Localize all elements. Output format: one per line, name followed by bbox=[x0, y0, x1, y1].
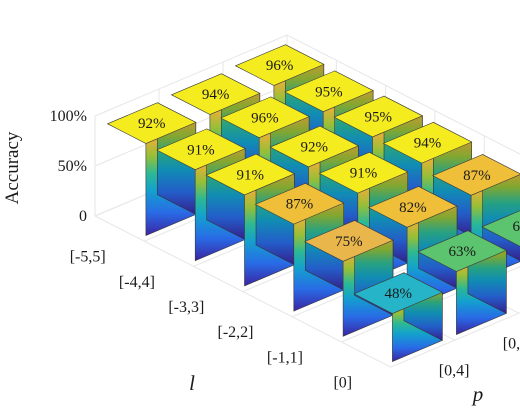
l-tick-label: [-3,3] bbox=[168, 299, 204, 316]
bar-top-face bbox=[205, 153, 296, 196]
bar-top-face bbox=[254, 182, 345, 225]
bar-value-label: 91% bbox=[350, 166, 378, 182]
p-axis-label: p bbox=[471, 382, 484, 406]
bar-top-face bbox=[303, 220, 394, 262]
bars: 96% 94% 95% 92% 96% 95% 91% 92% 94% 91% 91% 87% 87% 8… bbox=[106, 44, 520, 362]
l-tick-label: [-2,2] bbox=[218, 324, 254, 341]
bar-value-label: 82% bbox=[399, 200, 427, 216]
bar-top-face bbox=[333, 95, 424, 138]
bar-value-label: 63% bbox=[448, 244, 476, 260]
bar-value-label: 92% bbox=[138, 116, 166, 132]
l-tick-label: [0] bbox=[333, 375, 352, 392]
z-tick-label: 50% bbox=[58, 158, 87, 175]
bar-top-face bbox=[170, 73, 261, 115]
p-tick-label: [0,7] bbox=[503, 336, 520, 353]
bar-value-label: 75% bbox=[335, 234, 363, 250]
bar-4-1: 87% bbox=[254, 182, 345, 312]
bar-top-face bbox=[318, 151, 409, 194]
floor-grid-line bbox=[94, 215, 392, 368]
bar-value-label: 96% bbox=[251, 110, 279, 126]
bar-value-label: 61% bbox=[512, 219, 520, 235]
bar-value-label: 91% bbox=[187, 142, 215, 158]
bar-1-1: 92% bbox=[106, 102, 197, 236]
floor-grid-line bbox=[390, 312, 520, 368]
bar-top-face bbox=[234, 44, 325, 86]
bar-value-label: 87% bbox=[286, 197, 314, 213]
bar-top-face bbox=[220, 96, 310, 139]
l-axis-label: l bbox=[189, 371, 195, 395]
bar-top-face bbox=[269, 125, 360, 168]
bar-top-face bbox=[417, 230, 508, 272]
bar-top-face bbox=[367, 186, 458, 228]
axes: 0 50% 100% Accuracy [-5,5] [-4,4] [-3,3] [-2,2]… bbox=[2, 108, 520, 406]
bar-6-1: 48% bbox=[353, 272, 444, 362]
l-tick-label: [-4,4] bbox=[119, 274, 155, 291]
bar-top-face bbox=[284, 70, 374, 113]
bar-value-label: 91% bbox=[236, 168, 264, 184]
bar-top-face bbox=[353, 272, 444, 314]
bar-value-label: 95% bbox=[315, 84, 343, 100]
bar-top-face bbox=[106, 102, 197, 144]
bar-value-label: 92% bbox=[300, 140, 328, 156]
z-tick-label: 100% bbox=[50, 108, 87, 125]
l-tick-label: [-5,5] bbox=[70, 249, 106, 266]
bar-top-face bbox=[382, 121, 473, 164]
bar-6-2: 63% bbox=[417, 230, 508, 335]
bar-top-face bbox=[156, 128, 246, 171]
z-axis-label: Accuracy bbox=[2, 131, 23, 204]
p-tick-label: [0,4] bbox=[439, 363, 470, 380]
bar-value-label: 94% bbox=[202, 87, 230, 103]
bar-value-label: 96% bbox=[266, 58, 294, 74]
z-tick-label: 0 bbox=[79, 208, 87, 225]
bar-value-label: 87% bbox=[463, 168, 491, 184]
bar-6-3: 61% bbox=[481, 210, 520, 247]
bar-top-face bbox=[431, 154, 520, 196]
l-tick-label: [-1,1] bbox=[267, 349, 303, 366]
bar-top-face bbox=[481, 210, 520, 247]
bar-value-label: 95% bbox=[364, 110, 392, 126]
bar-value-label: 94% bbox=[414, 136, 442, 152]
bar-value-label: 48% bbox=[384, 286, 412, 302]
